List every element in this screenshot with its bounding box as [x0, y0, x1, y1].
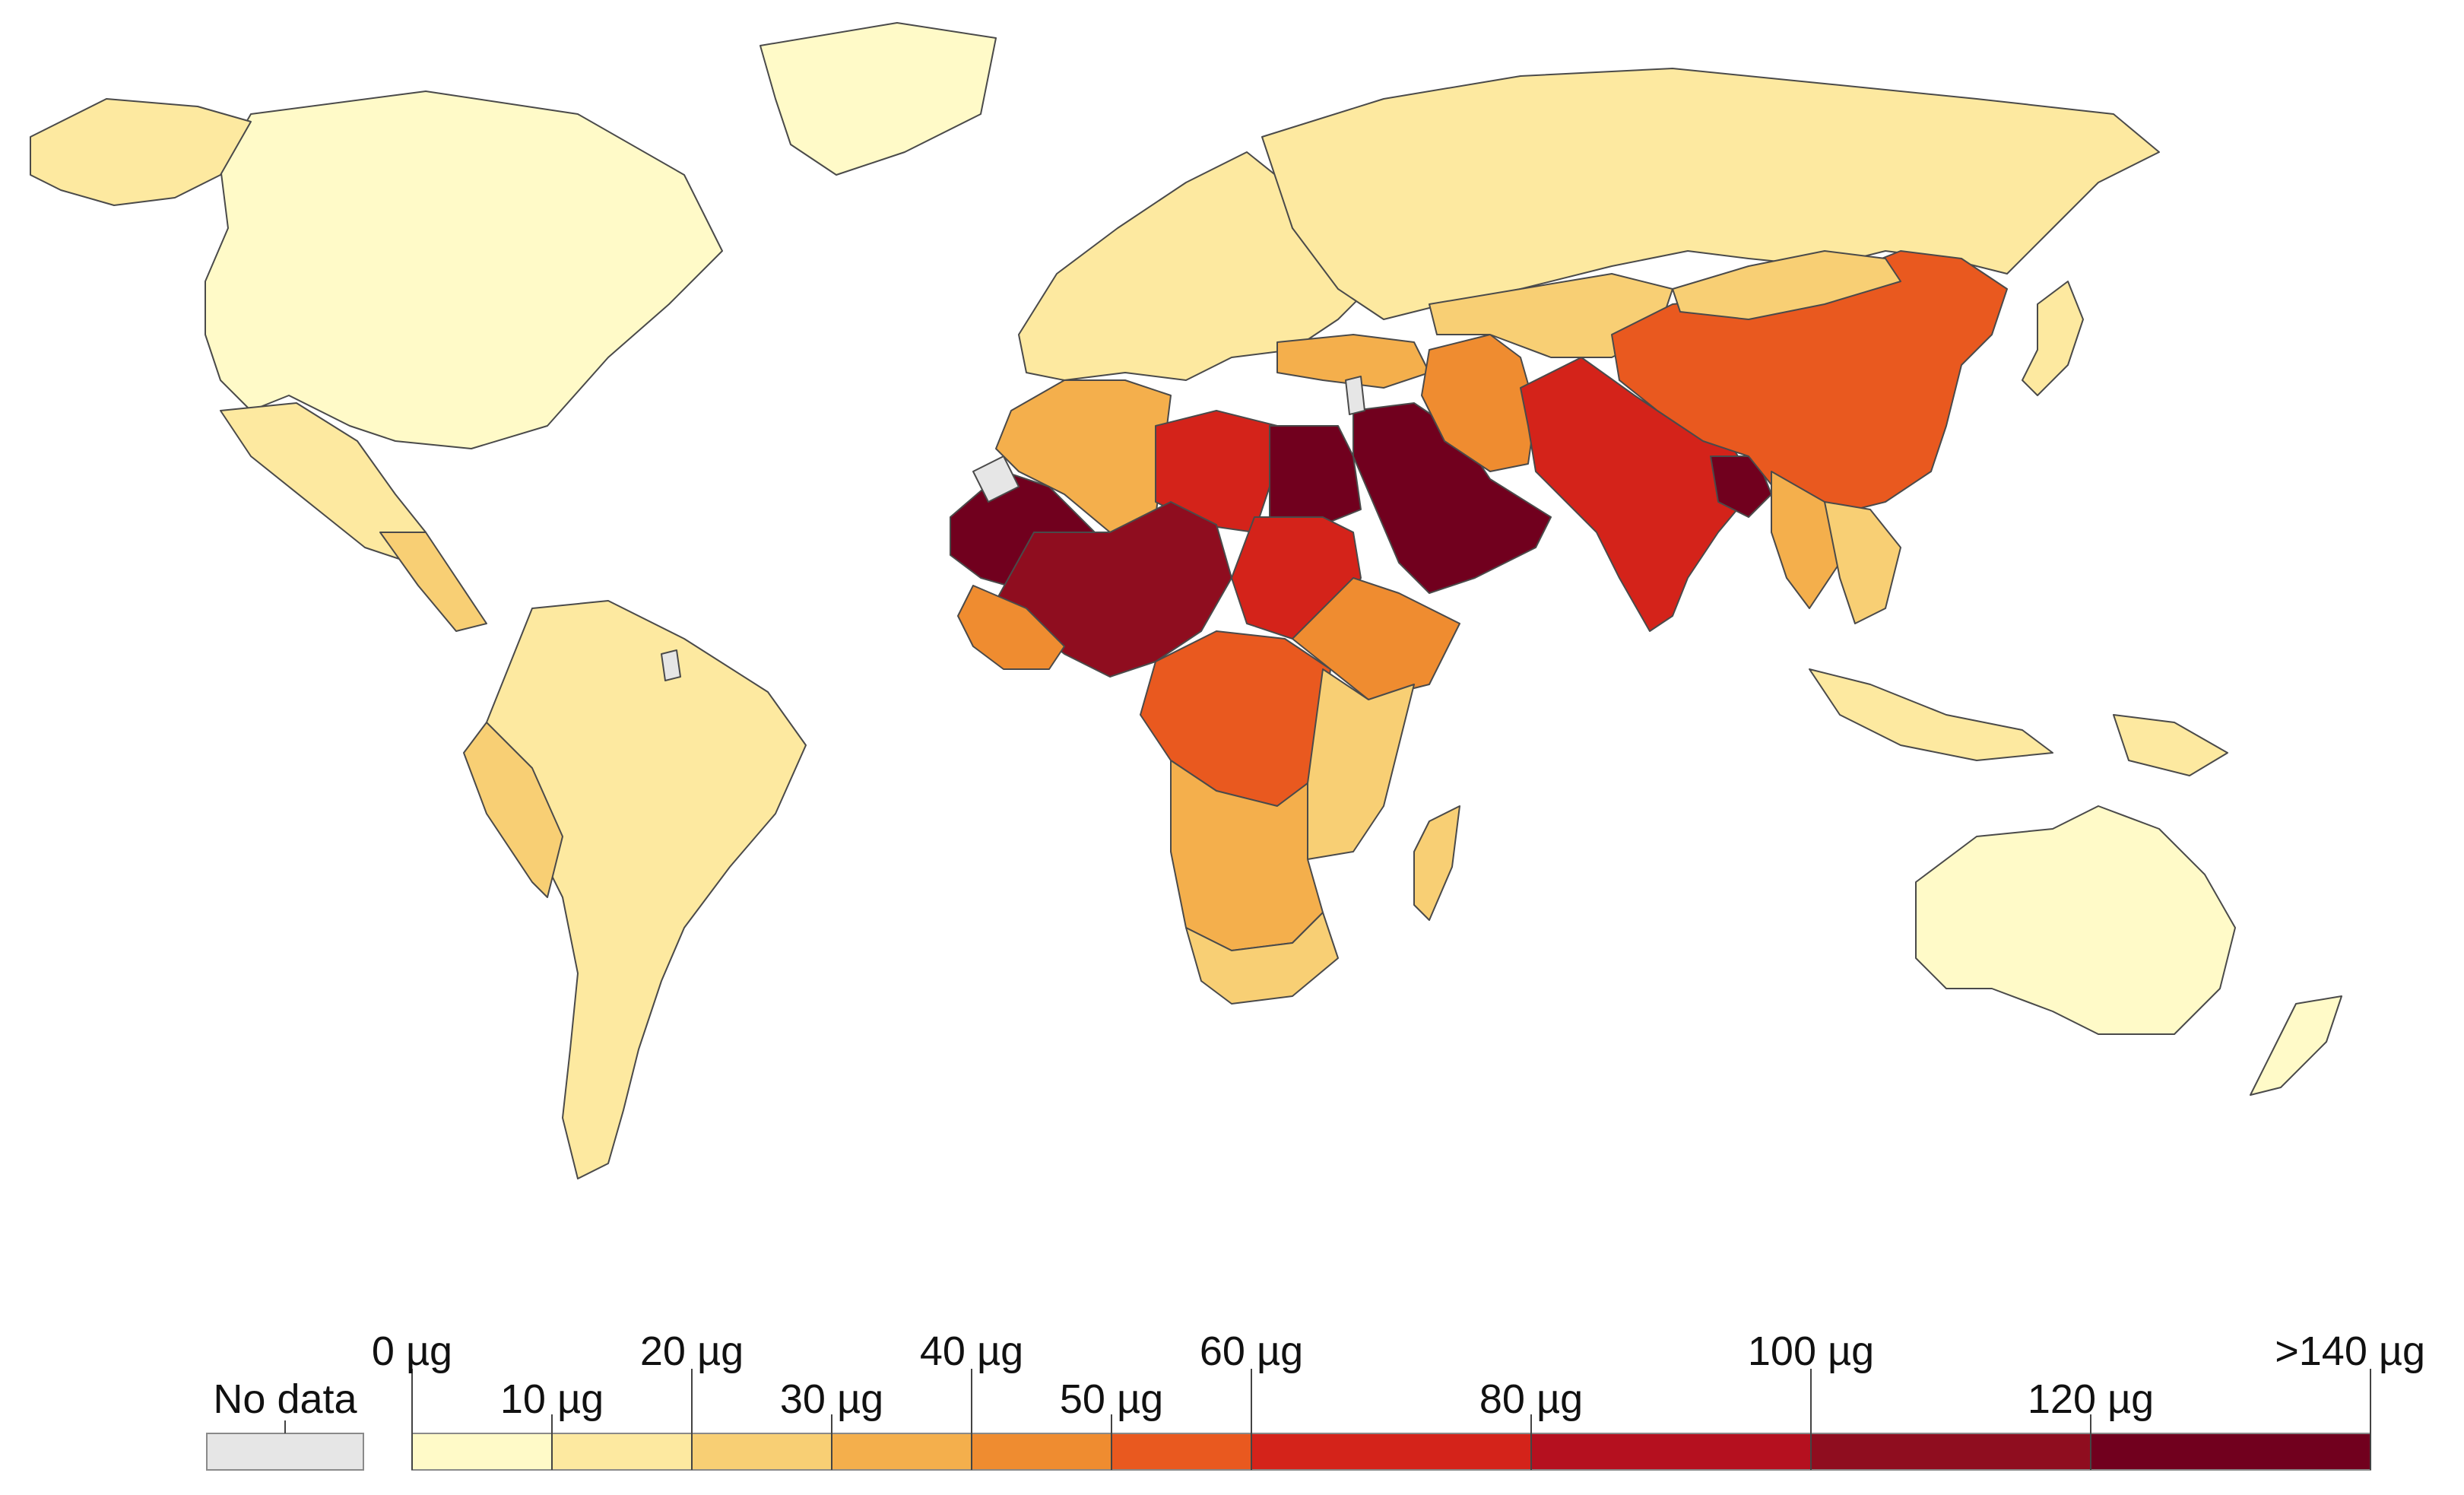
legend-label-top: >140 µg: [2275, 1328, 2425, 1374]
region-south-america-west: [463, 722, 563, 898]
legend-bin-b10_20: [552, 1433, 692, 1470]
legend-label-bottom: 10 µg: [500, 1376, 604, 1422]
legend-ticks: [411, 1369, 2371, 1470]
legend-label-bottom: 30 µg: [780, 1376, 883, 1422]
legend-bin-b0_10: [412, 1433, 552, 1470]
legend-bin-b20_30: [692, 1433, 832, 1470]
region-west-africa-coast: [957, 585, 1065, 670]
legend-bin-b40_50: [972, 1433, 1111, 1470]
legend: No data 0 µg 10 µg 20 µg 30 µg 40 µg 50 µg 60 …: [206, 1328, 2425, 1471]
legend-label-top: 20 µg: [640, 1328, 744, 1374]
legend-label-top: 0 µg: [372, 1328, 452, 1374]
legend-bin-b50_60: [1111, 1433, 1251, 1470]
region-indochina: [1824, 501, 1901, 624]
legend-bin-b120_140: [2091, 1433, 2370, 1470]
region-central-africa: [1140, 630, 1331, 807]
region-french-guiana: [661, 649, 681, 681]
legend-bin-b60_80: [1251, 1433, 1531, 1470]
region-south-africa: [1185, 912, 1339, 1005]
region-mongolia: [1672, 250, 1901, 320]
legend-bin-b100_120: [1811, 1433, 2091, 1470]
legend-label-bottom: 120 µg: [2028, 1376, 2154, 1422]
region-alaska: [30, 98, 252, 206]
region-egypt: [1269, 425, 1362, 525]
region-east-africa: [1307, 668, 1415, 860]
world-map: [30, 22, 2342, 1179]
region-new-zealand: [2250, 995, 2342, 1096]
legend-label-bottom: 80 µg: [1479, 1376, 1583, 1422]
region-israel: [1345, 376, 1365, 415]
legend-color-bins: [411, 1433, 2371, 1471]
region-iran: [1421, 334, 1536, 472]
region-western-sahara: [972, 455, 1020, 503]
legend-label-top: 40 µg: [920, 1328, 1023, 1374]
region-turkey: [1276, 334, 1430, 389]
region-greenland: [759, 22, 997, 176]
legend-label-bottom: 50 µg: [1060, 1376, 1163, 1422]
region-central-america: [379, 532, 487, 632]
legend-label-top: 100 µg: [1748, 1328, 1874, 1374]
region-north-america: [205, 90, 723, 449]
region-south-america: [486, 600, 807, 1179]
region-japan: [2022, 281, 2084, 396]
region-madagascar: [1413, 805, 1460, 921]
region-australia: [1915, 805, 2236, 1035]
legend-label-top: 60 µg: [1200, 1328, 1303, 1374]
region-indonesia: [1809, 668, 2053, 761]
legend-no-data-label: No data: [213, 1376, 357, 1422]
legend-bin-b80_100: [1531, 1433, 1811, 1470]
region-png: [2113, 714, 2228, 776]
legend-bin-b30_40: [832, 1433, 972, 1470]
region-horn-of-africa: [1292, 577, 1460, 700]
legend-labels: 0 µg 10 µg 20 µg 30 µg 40 µg 50 µg 60 µg 80 µg 1…: [372, 1328, 2425, 1422]
legend-no-data-swatch: [206, 1433, 364, 1471]
